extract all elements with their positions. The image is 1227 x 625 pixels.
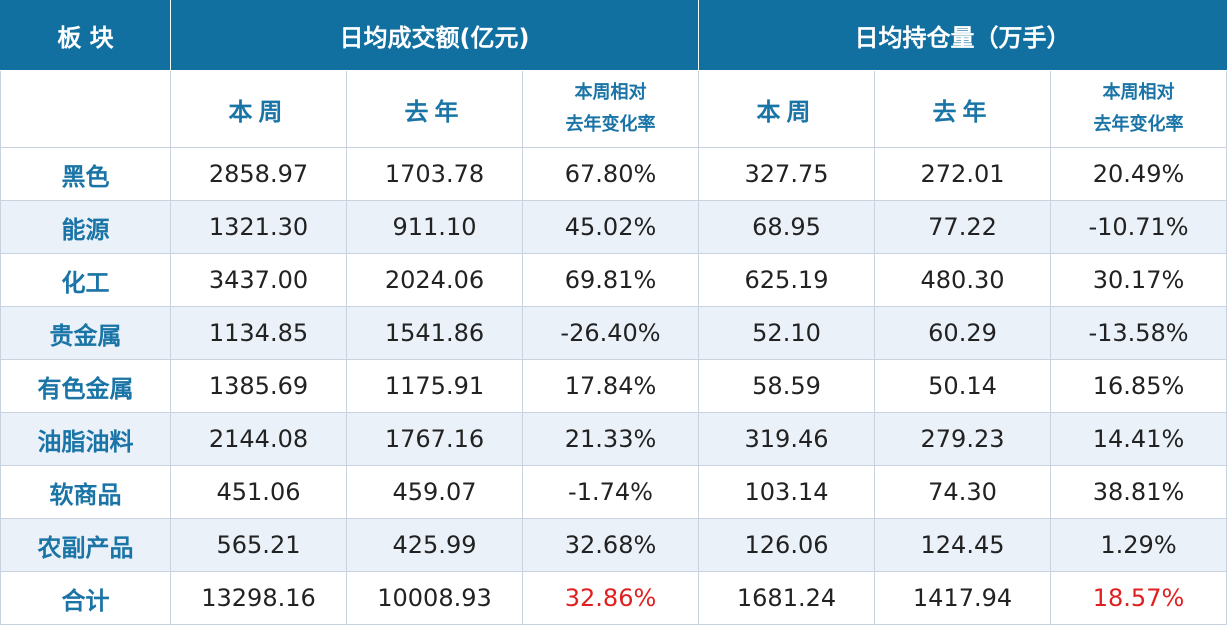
turnover-change-cell: -26.40%	[521, 306, 700, 360]
oi-change-cell: -10.71%	[1050, 200, 1227, 254]
total-turnover-this-week-cell: 13298.16	[170, 571, 347, 625]
table-row: 黑色 2858.97 1703.78 67.80% 327.75 272.01 …	[0, 147, 1227, 201]
oi-change-cell: 20.49%	[1050, 147, 1227, 201]
oi-last-year-cell: 480.30	[874, 253, 1052, 307]
turnover-this-week-cell: 3437.00	[170, 253, 347, 307]
turnover-change-cell: 45.02%	[521, 200, 700, 254]
turnover-group-header: 日均成交额(亿元)	[169, 0, 700, 71]
turnover-last-year-cell: 459.07	[346, 465, 523, 519]
open-interest-group-header: 日均持仓量（万手）	[698, 0, 1227, 71]
header-row: 板 块 日均成交额(亿元) 日均持仓量（万手）	[0, 0, 1227, 71]
category-cell: 有色金属	[0, 359, 171, 413]
turnover-this-week-cell: 1321.30	[170, 200, 347, 254]
category-header: 板 块	[0, 0, 171, 71]
turnover-last-year-cell: 1767.16	[346, 412, 523, 466]
table-row: 农副产品 565.21 425.99 32.68% 126.06 124.45 …	[0, 518, 1227, 572]
turnover-this-week-cell: 2144.08	[170, 412, 347, 466]
oi-change-cell: 14.41%	[1050, 412, 1227, 466]
total-row: 合计 13298.16 10008.93 32.86% 1681.24 1417…	[0, 571, 1227, 625]
oi-this-week-cell: 103.14	[698, 465, 876, 519]
turnover-change-cell: 32.68%	[521, 518, 700, 572]
empty-subheader	[0, 70, 171, 148]
turnover-last-year-cell: 1703.78	[346, 147, 523, 201]
oi-last-year-cell: 50.14	[874, 359, 1052, 413]
oi-this-week-cell: 327.75	[698, 147, 876, 201]
turnover-this-week-cell: 1134.85	[170, 306, 347, 360]
turnover-change-cell: 69.81%	[521, 253, 700, 307]
oi-last-year-header: 去年	[874, 70, 1052, 148]
category-cell: 能源	[0, 200, 171, 254]
turnover-this-week-cell: 1385.69	[170, 359, 347, 413]
oi-this-week-cell: 625.19	[698, 253, 876, 307]
turnover-change-cell: -1.74%	[521, 465, 700, 519]
total-oi-last-year-cell: 1417.94	[874, 571, 1052, 625]
turnover-change-cell: 67.80%	[521, 147, 700, 201]
category-cell: 贵金属	[0, 306, 171, 360]
turnover-last-year-cell: 1175.91	[346, 359, 523, 413]
turnover-change-cell: 17.84%	[521, 359, 700, 413]
table-row: 油脂油料 2144.08 1767.16 21.33% 319.46 279.2…	[0, 412, 1227, 466]
oi-this-week-cell: 68.95	[698, 200, 876, 254]
category-cell: 农副产品	[0, 518, 171, 572]
turnover-this-week-cell: 2858.97	[170, 147, 347, 201]
subheader-row: 本周 去年 本周相对 去年变化率 本周 去年 本周相对 去年变化率	[0, 70, 1227, 148]
total-label-cell: 合计	[0, 571, 171, 625]
turnover-this-week-cell: 451.06	[170, 465, 347, 519]
turnover-last-year-cell: 425.99	[346, 518, 523, 572]
oi-last-year-cell: 279.23	[874, 412, 1052, 466]
oi-this-week-cell: 52.10	[698, 306, 876, 360]
table-row: 能源 1321.30 911.10 45.02% 68.95 77.22 -10…	[0, 200, 1227, 254]
oi-change-cell: 30.17%	[1050, 253, 1227, 307]
turnover-change-header: 本周相对 去年变化率	[521, 70, 700, 148]
oi-change-header: 本周相对 去年变化率	[1050, 70, 1227, 148]
oi-change-cell: 16.85%	[1050, 359, 1227, 413]
total-oi-this-week-cell: 1681.24	[698, 571, 876, 625]
oi-this-week-header: 本周	[698, 70, 876, 148]
table-row: 有色金属 1385.69 1175.91 17.84% 58.59 50.14 …	[0, 359, 1227, 413]
oi-last-year-cell: 77.22	[874, 200, 1052, 254]
category-cell: 化工	[0, 253, 171, 307]
table-row: 软商品 451.06 459.07 -1.74% 103.14 74.30 38…	[0, 465, 1227, 519]
oi-last-year-cell: 272.01	[874, 147, 1052, 201]
turnover-change-cell: 21.33%	[521, 412, 700, 466]
oi-last-year-cell: 124.45	[874, 518, 1052, 572]
oi-this-week-cell: 58.59	[698, 359, 876, 413]
total-turnover-change-cell: 32.86%	[521, 571, 700, 625]
category-cell: 油脂油料	[0, 412, 171, 466]
table-row: 贵金属 1134.85 1541.86 -26.40% 52.10 60.29 …	[0, 306, 1227, 360]
turnover-this-week-header: 本周	[170, 70, 347, 148]
turnover-last-year-cell: 1541.86	[346, 306, 523, 360]
total-turnover-last-year-cell: 10008.93	[346, 571, 523, 625]
oi-this-week-cell: 319.46	[698, 412, 876, 466]
turnover-last-year-cell: 2024.06	[346, 253, 523, 307]
total-oi-change-cell: 18.57%	[1050, 571, 1227, 625]
category-cell: 软商品	[0, 465, 171, 519]
category-cell: 黑色	[0, 147, 171, 201]
turnover-last-year-cell: 911.10	[346, 200, 523, 254]
oi-change-cell: -13.58%	[1050, 306, 1227, 360]
oi-last-year-cell: 60.29	[874, 306, 1052, 360]
table-row: 化工 3437.00 2024.06 69.81% 625.19 480.30 …	[0, 253, 1227, 307]
oi-change-cell: 38.81%	[1050, 465, 1227, 519]
oi-last-year-cell: 74.30	[874, 465, 1052, 519]
oi-change-cell: 1.29%	[1050, 518, 1227, 572]
turnover-this-week-cell: 565.21	[170, 518, 347, 572]
turnover-last-year-header: 去年	[346, 70, 523, 148]
oi-this-week-cell: 126.06	[698, 518, 876, 572]
